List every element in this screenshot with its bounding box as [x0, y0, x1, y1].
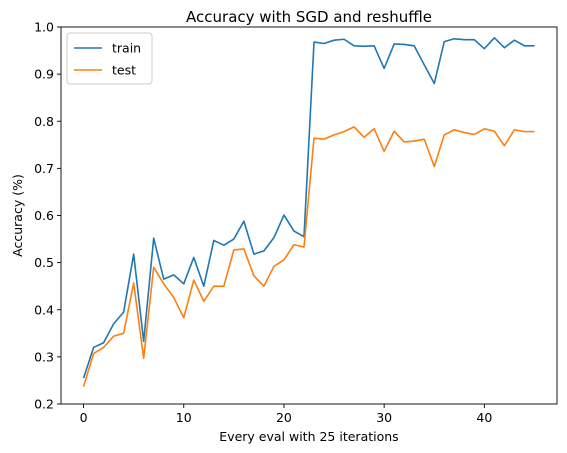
y-tick-label: 1.0 [34, 20, 54, 35]
series-line-test [82, 126, 535, 387]
x-axis-label: Every eval with 25 iterations [219, 429, 398, 444]
ticks: 0 10 20 30 40 0.2 0.3 0.4 0.5 0.6 0.7 0.8 0.9 1.0 [34, 20, 492, 426]
y-tick-label: 0.9 [34, 67, 54, 82]
chart-title: Accuracy with SGD and reshuffle [186, 8, 432, 26]
y-tick-label: 0.3 [34, 349, 54, 364]
y-tick-label: 0.2 [34, 397, 54, 412]
legend-train-label: train [112, 41, 141, 56]
x-tick-label: 20 [276, 410, 292, 425]
y-tick-label: 0.6 [34, 208, 54, 223]
x-tick-label: 10 [176, 410, 192, 425]
legend: train test [66, 32, 153, 85]
y-tick-label: 0.8 [34, 114, 54, 129]
x-tick-label: 0 [80, 410, 88, 425]
y-tick-label: 0.4 [34, 302, 54, 317]
y-axis-label: Accuracy (%) [10, 174, 25, 257]
legend-box [66, 32, 153, 85]
legend-test-label: test [112, 63, 136, 78]
y-tick-label: 0.7 [34, 161, 54, 176]
plot-area [82, 37, 535, 387]
x-tick-label: 40 [476, 410, 492, 425]
y-tick-label: 0.5 [34, 255, 54, 270]
series-line-train [82, 37, 535, 379]
x-tick-label: 30 [376, 410, 392, 425]
